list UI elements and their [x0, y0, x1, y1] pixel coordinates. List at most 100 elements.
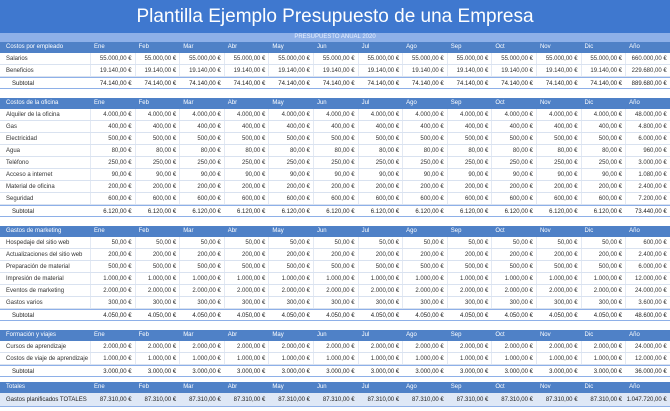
amount-cell: 600,00 € [446, 193, 492, 204]
amount-cell: 3.000,00 € [504, 369, 533, 375]
column-header: Año [629, 332, 640, 338]
amount-cell: 80,00 € [312, 145, 358, 156]
column-header: Feb [138, 228, 149, 234]
row-label: Cursos de aprendizaje [6, 344, 67, 350]
amount-cell: 2.000,00 € [268, 285, 313, 296]
row-label: Alquiler de la oficina [6, 112, 60, 118]
row-label: Salarios [6, 56, 28, 62]
amount-cell: 1.000,00 € [179, 353, 224, 364]
amount-cell: 90,00 € [179, 169, 224, 180]
amount-cell: 300,00 € [357, 297, 403, 308]
amount-cell: 90,00 € [446, 169, 492, 180]
row-label: Eventos de marketing [6, 288, 65, 294]
amount-cell: 250,00 € [402, 157, 447, 168]
row-label: Actualizaciones del sitio web [6, 252, 83, 258]
amount-cell: 2.000,00 € [580, 341, 626, 352]
amount-cell: 19.140,00 € [223, 65, 269, 76]
amount-cell: 3.000,00 € [549, 369, 578, 375]
column-header: Ene [94, 384, 105, 390]
amount-cell: 250,00 € [90, 157, 135, 168]
amount-cell: 600,00 € [535, 193, 581, 204]
amount-cell: 87.310,00 € [233, 397, 266, 403]
amount-cell: 2.000,00 € [535, 285, 581, 296]
amount-cell: 87.310,00 € [590, 397, 623, 403]
amount-cell: 229.680,00 € [625, 65, 670, 76]
amount-cell: 6.120,00 € [326, 209, 355, 215]
section-title: Gastos de marketing [6, 228, 62, 234]
amount-cell: 80,00 € [491, 145, 536, 156]
amount-cell: 200,00 € [268, 181, 313, 192]
amount-cell: 3.000,00 € [370, 369, 400, 375]
amount-cell: 36.000,00 € [635, 369, 667, 375]
amount-cell: 4.000,00 € [268, 109, 313, 120]
subtotal-row: Subtotal 6.120,00 € 6.120,00 € 6.120,00 € 6.… [0, 205, 670, 217]
amount-cell: 19.140,00 € [357, 65, 403, 76]
amount-cell: 500,00 € [580, 133, 626, 144]
row-label: Subtotal [12, 209, 35, 215]
amount-cell: 3.600,00 € [625, 297, 670, 308]
column-header: Mar [183, 332, 194, 338]
row-label: Gas [6, 124, 18, 130]
amount-cell: 55.000,00 € [491, 53, 536, 64]
amount-cell: 400,00 € [446, 121, 492, 132]
amount-cell: 19.140,00 € [491, 65, 536, 76]
amount-cell: 4.000,00 € [134, 109, 180, 120]
section-title: Formación y viajes [6, 332, 57, 338]
amount-cell: 200,00 € [535, 181, 581, 192]
amount-cell: 400,00 € [90, 121, 135, 132]
row-label: Preparación de material [6, 264, 70, 270]
column-header: May [272, 44, 284, 50]
amount-cell: 2.000,00 € [357, 341, 403, 352]
amount-cell: 4.000,00 € [580, 109, 626, 120]
amount-cell: 90,00 € [223, 169, 269, 180]
column-header: Abr [227, 332, 238, 338]
amount-cell: 80,00 € [402, 145, 447, 156]
amount-cell: 3.000,00 € [415, 369, 444, 375]
amount-cell: 2.000,00 € [223, 285, 269, 296]
amount-cell: 19.140,00 € [312, 65, 358, 76]
column-header: Abr [227, 228, 238, 234]
amount-cell: 3.000,00 € [459, 369, 489, 375]
amount-cell: 2.000,00 € [179, 341, 224, 352]
amount-cell: 1.000,00 € [491, 353, 536, 364]
amount-cell: 2.000,00 € [491, 285, 536, 296]
amount-cell: 300,00 € [535, 297, 581, 308]
amount-cell: 80,00 € [179, 145, 224, 156]
row-label: Subtotal [12, 313, 35, 319]
amount-cell: 3.000,00 € [281, 369, 310, 375]
column-header: Feb [138, 100, 149, 106]
amount-cell: 250,00 € [357, 157, 403, 168]
amount-cell: 50,00 € [90, 237, 135, 248]
amount-cell: 87.310,00 € [412, 397, 444, 403]
section-header: Totales Ene Feb Mar Abr May Jun Jul Ago Sep Oct Nov… [0, 382, 670, 393]
budget-row: Alquiler de la oficina 4.000,00 € 4.000,00… [0, 109, 670, 121]
sheet-subtitle: PRESUPUESTO ANUAL 2020 [0, 33, 670, 42]
column-header: Feb [138, 384, 149, 390]
budget-row: Eventos de marketing 2.000,00 €2.000,00 €… [0, 285, 670, 297]
amount-cell: 87.310,00 € [99, 397, 132, 403]
amount-cell: 4.050,00 € [504, 313, 533, 319]
amount-cell: 80,00 € [535, 145, 581, 156]
amount-cell: 74.140,00 € [322, 81, 355, 87]
row-label: Beneficios [6, 68, 34, 74]
amount-cell: 500,00 € [268, 133, 313, 144]
amount-cell: 4.000,00 € [357, 109, 403, 120]
section-header: Costos de la oficina Ene Feb Mar Abr May Jun Ju… [0, 98, 670, 109]
amount-cell: 80,00 € [90, 145, 135, 156]
row-label: Acceso a internet [6, 172, 53, 178]
budget-row: Preparación de material 500,00 €500,00 €5… [0, 261, 670, 273]
amount-cell: 500,00 € [223, 133, 269, 144]
amount-cell: 500,00 € [134, 133, 180, 144]
amount-cell: 2.000,00 € [312, 285, 358, 296]
amount-cell: 250,00 € [179, 157, 224, 168]
amount-cell: 600,00 € [90, 193, 135, 204]
amount-cell: 1.000,00 € [90, 353, 135, 364]
amount-cell: 889.680,00 € [631, 81, 667, 87]
amount-cell: 500,00 € [90, 261, 135, 272]
column-header: Mar [183, 44, 194, 50]
amount-cell: 300,00 € [90, 297, 135, 308]
amount-cell: 6.120,00 € [415, 209, 444, 215]
amount-cell: 200,00 € [179, 181, 224, 192]
amount-cell: 6.120,00 € [593, 209, 623, 215]
